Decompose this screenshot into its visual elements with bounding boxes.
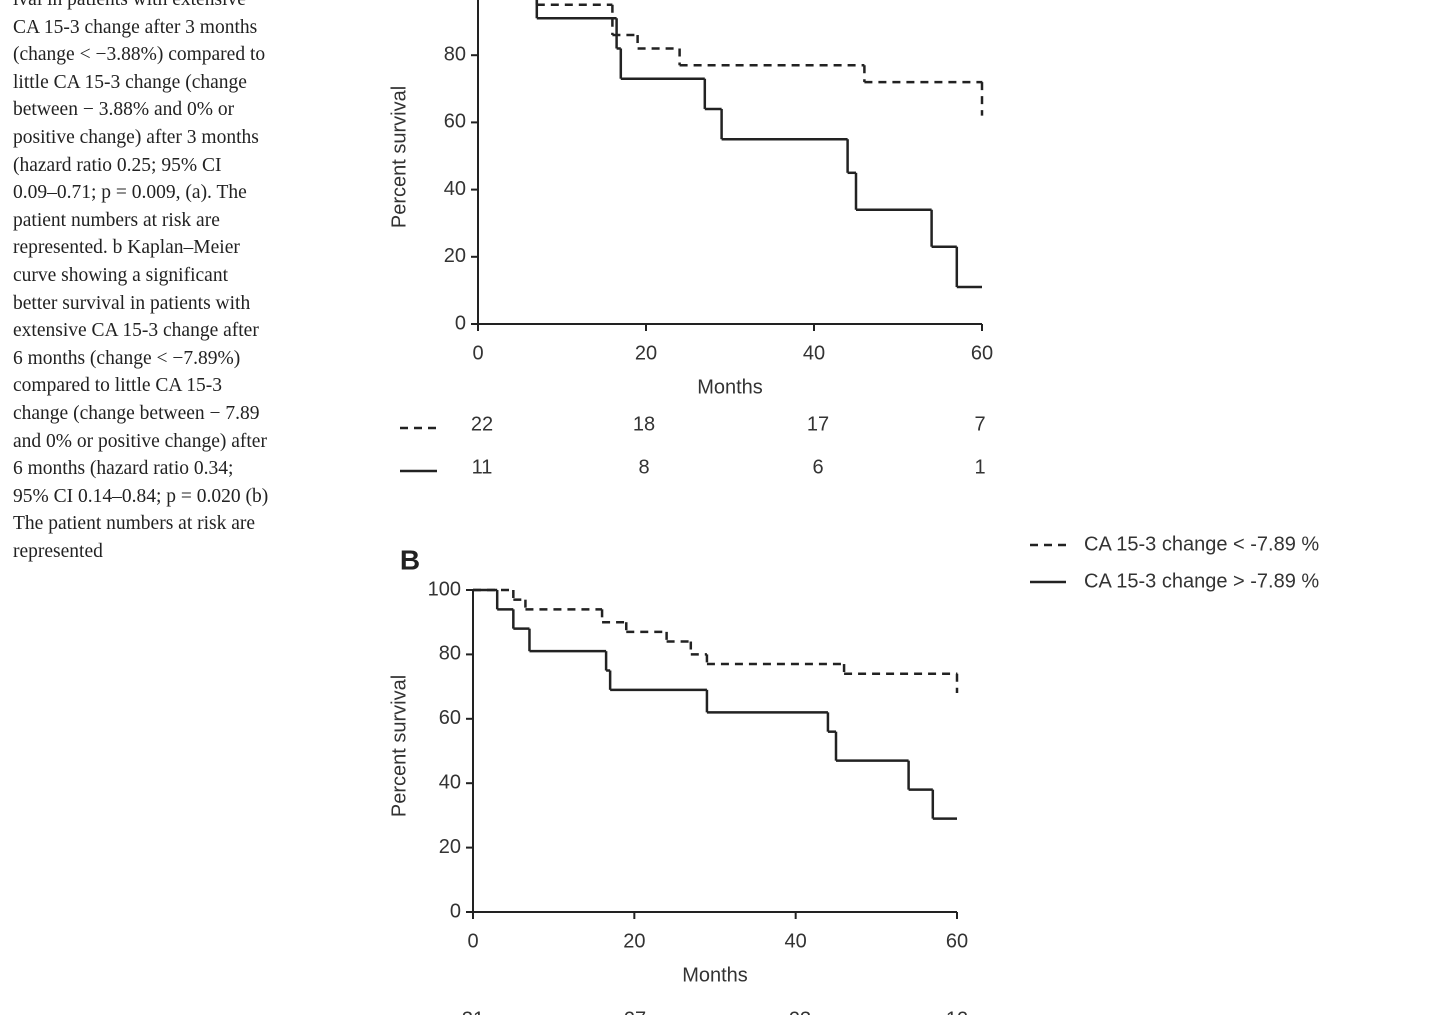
y-tick-label: 20 — [444, 245, 466, 267]
x-tick-label: 60 — [971, 342, 993, 364]
caption-line: between − 3.88% and 0% or — [13, 99, 235, 121]
at-risk-count: 11 — [472, 456, 493, 478]
caption-line: (hazard ratio 0.25; 95% CI — [13, 154, 222, 176]
at-risk-count: 18 — [633, 413, 655, 435]
x-tick-label: 0 — [472, 342, 483, 364]
caption-line: positive change) after 3 months — [13, 126, 259, 148]
caption-line: ival in patients with extensive — [13, 0, 268, 14]
y-axis-label: Percent survival — [388, 86, 410, 228]
at-risk-count: 23 — [789, 1008, 811, 1015]
panel-label: B — [400, 544, 420, 575]
caption-line: CA 15-3 change after 3 months — [13, 16, 258, 38]
at-risk-count: 1 — [974, 456, 985, 478]
y-tick-label: 80 — [444, 43, 466, 65]
x-tick-label: 0 — [467, 930, 478, 952]
at-risk-count: 6 — [812, 456, 823, 478]
at-risk-count: 22 — [471, 413, 493, 435]
y-tick-label: 0 — [450, 900, 461, 922]
caption-line: (change < −3.88%) compared to — [13, 44, 266, 66]
caption-line: change (change between − 7.89 — [13, 402, 260, 424]
caption-line: represented — [13, 540, 103, 562]
caption-line: compared to little CA 15-3 — [13, 375, 223, 397]
caption-line: curve showing a significant — [13, 264, 228, 286]
x-tick-label: 40 — [785, 930, 807, 952]
caption-line: and 0% or positive change) after — [13, 430, 267, 452]
y-tick-label: 20 — [439, 836, 461, 858]
legend-label: CA 15-3 change < -7.89 % — [1084, 533, 1319, 555]
caption-line: 6 months (hazard ratio 0.34; — [13, 458, 234, 480]
caption-line: 6 months (change < −7.89%) — [13, 347, 241, 369]
x-tick-label: 40 — [803, 342, 825, 364]
x-axis-label: Months — [697, 376, 763, 398]
x-tick-label: 60 — [946, 930, 968, 952]
legend-label: CA 15-3 change > -7.89 % — [1084, 570, 1319, 592]
x-tick-label: 20 — [635, 342, 657, 364]
y-tick-label: 40 — [444, 178, 466, 200]
at-risk-count: 17 — [807, 413, 829, 435]
caption-line: The patient numbers at risk are — [13, 513, 256, 535]
y-tick-label: 0 — [455, 312, 466, 334]
caption-line: 0.09–0.71; p = 0.009, (a). The — [13, 182, 247, 204]
caption-line: little CA 15-3 change (change — [13, 71, 247, 93]
at-risk-count: 8 — [638, 456, 649, 478]
at-risk-count: 7 — [974, 413, 985, 435]
caption-line: 95% CI 0.14–0.84; p = 0.020 (b) — [13, 485, 269, 507]
y-axis-label: Percent survival — [388, 675, 410, 817]
caption-line: better survival in patients with — [13, 292, 251, 314]
caption-line: patient numbers at risk are — [13, 209, 220, 231]
at-risk-count: 12 — [946, 1008, 968, 1015]
y-tick-label: 60 — [439, 707, 461, 729]
y-tick-label: 60 — [444, 111, 466, 133]
y-tick-label: 80 — [439, 643, 461, 665]
caption-line: extensive CA 15-3 change after — [13, 320, 259, 342]
caption: ival in patients with extensive CA 15-3 c… — [13, 0, 268, 565]
at-risk-count: 31 — [462, 1008, 484, 1015]
x-axis-label: Months — [682, 964, 748, 986]
x-tick-label: 20 — [623, 930, 645, 952]
y-tick-label: 100 — [428, 578, 461, 600]
y-tick-label: 40 — [439, 771, 461, 793]
at-risk-count: 27 — [624, 1008, 646, 1015]
caption-line: represented. b Kaplan–Meier — [13, 237, 240, 259]
